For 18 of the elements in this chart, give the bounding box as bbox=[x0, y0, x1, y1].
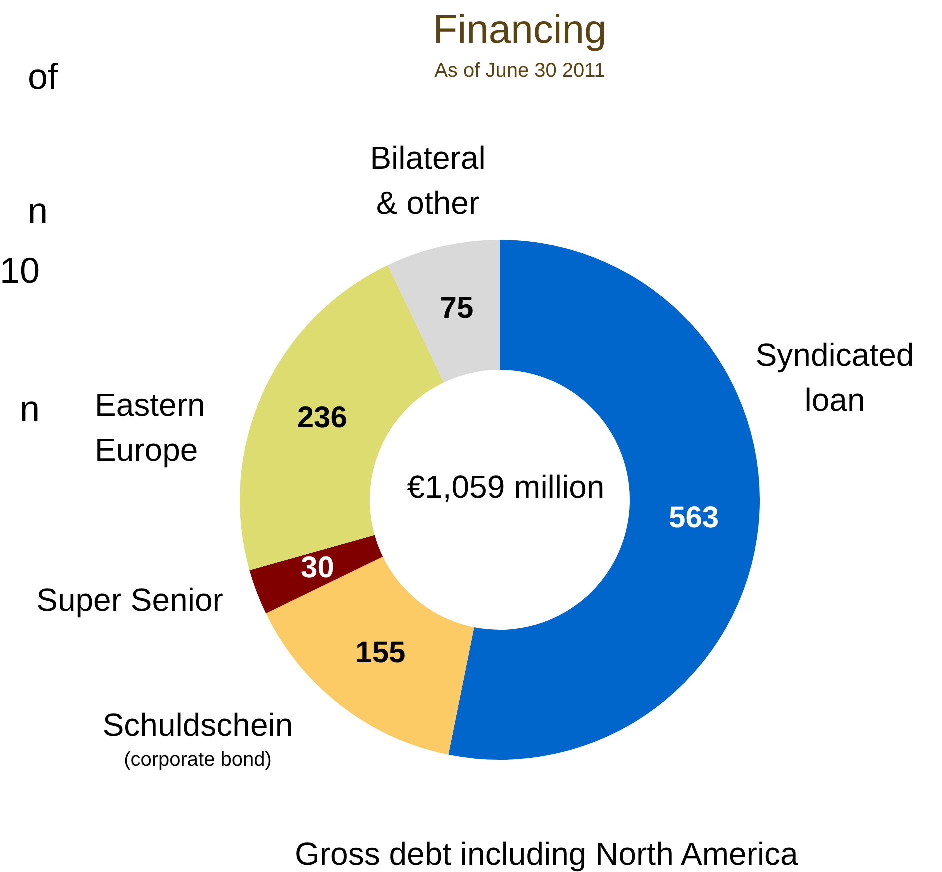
data-label: 75 bbox=[440, 292, 474, 326]
text: 10 bbox=[0, 250, 40, 292]
slice-label: Syndicated loan bbox=[754, 336, 916, 420]
data-label: 236 bbox=[297, 402, 348, 435]
slice-label: Eastern Europe bbox=[95, 387, 206, 468]
data-label: 563 bbox=[669, 502, 720, 535]
data-label: 155 bbox=[356, 636, 406, 670]
chart-subtitle: As of June 30 2011 bbox=[434, 60, 606, 83]
text: of bbox=[28, 56, 58, 98]
text: n bbox=[28, 190, 48, 232]
slice-label: Schuldschein (corporate bond) bbox=[102, 706, 294, 772]
text: n bbox=[20, 388, 40, 430]
data-label: 30 bbox=[301, 552, 334, 585]
text: €1,059 million bbox=[407, 468, 605, 505]
slice-label: Super Senior bbox=[36, 581, 224, 620]
chart-title: Financing bbox=[432, 8, 608, 53]
text: Gross debt including North America bbox=[295, 836, 798, 872]
slice-label: Bilateral & other bbox=[369, 139, 487, 223]
